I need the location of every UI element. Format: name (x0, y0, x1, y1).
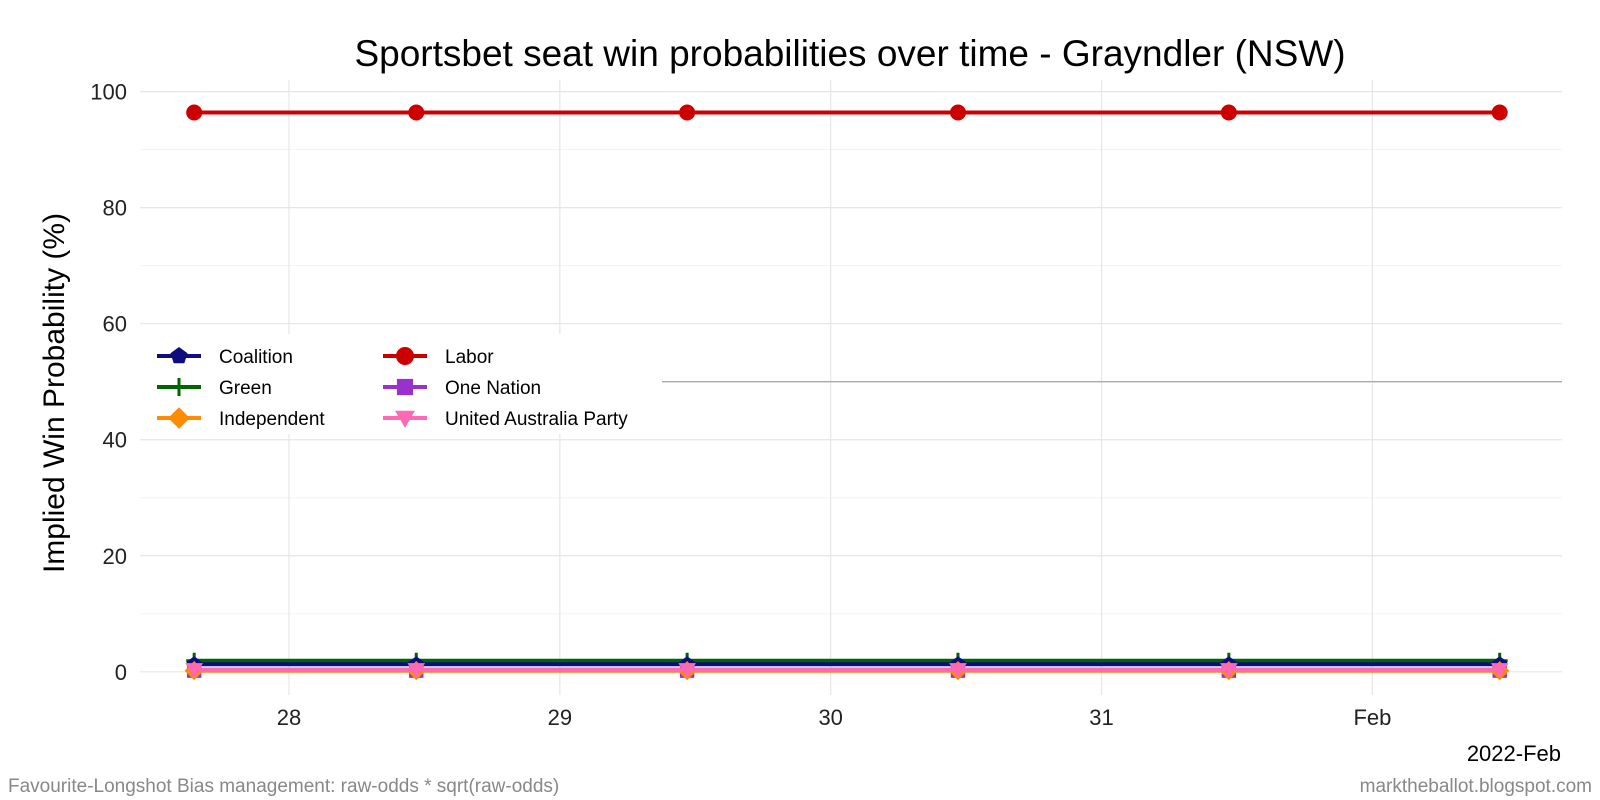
legend-item-green: Green (157, 378, 272, 399)
legend: Coalition Green Independent Labor One Nation… (140, 334, 662, 434)
x-period-label: 2022-Feb (1467, 741, 1561, 766)
data-point-labor (186, 104, 203, 121)
data-point-labor (679, 104, 696, 121)
x-tick-label: 28 (277, 705, 301, 730)
legend-label: Green (219, 378, 272, 399)
footer-right-site: marktheballot.blogspot.com (1360, 776, 1592, 797)
x-tick-labels: 28 29 30 31 Feb (277, 705, 1392, 730)
legend-item-independent: Independent (157, 407, 325, 430)
legend-key-marker (396, 378, 414, 396)
y-tick-labels: 0 20 40 60 80 100 (90, 80, 127, 685)
data-point-united-australia-party (185, 663, 203, 679)
legend-key-marker (170, 347, 188, 364)
data-point-labor (1491, 104, 1508, 121)
y-axis-title: Implied Win Probability (%) (38, 213, 71, 573)
legend-key-marker (395, 410, 415, 428)
y-tick-label: 80 (103, 196, 127, 221)
data-point-united-australia-party (949, 663, 967, 679)
x-tick-label: 29 (548, 705, 572, 730)
series-group (184, 104, 1510, 681)
y-tick-label: 0 (115, 660, 127, 685)
data-point-united-australia-party (1220, 663, 1238, 679)
footer-left-note: Favourite-Longshot Bias management: raw-… (8, 776, 559, 797)
y-tick-label: 40 (103, 428, 127, 453)
legend-key-marker (170, 378, 188, 396)
y-tick-label: 20 (103, 544, 127, 569)
y-tick-label: 60 (103, 312, 127, 337)
legend-item-labor: Labor (383, 347, 494, 368)
data-point-labor (949, 104, 966, 121)
data-point-united-australia-party (1490, 663, 1509, 679)
series-labor (186, 104, 1508, 121)
y-tick-label: 100 (90, 80, 127, 105)
legend-item-one-nation: One Nation (383, 378, 541, 399)
legend-key-marker (168, 407, 190, 429)
data-point-united-australia-party (678, 663, 696, 679)
legend-label: Independent (219, 409, 325, 430)
series-green (186, 652, 1508, 669)
x-tick-label: 31 (1089, 705, 1113, 730)
x-tick-label: 30 (818, 705, 842, 730)
legend-key-marker (396, 347, 414, 365)
data-point-labor (408, 104, 425, 121)
data-point-labor (1220, 104, 1237, 121)
data-point-united-australia-party (407, 663, 426, 679)
legend-label: Labor (445, 347, 494, 368)
x-tick-label: Feb (1353, 705, 1391, 730)
legend-label: United Australia Party (445, 409, 628, 430)
chart-title: Sportsbet seat win probabilities over ti… (354, 33, 1345, 74)
legend-item-united-australia-party: United Australia Party (383, 409, 628, 430)
legend-label: One Nation (445, 378, 541, 399)
series-united-australia-party (185, 663, 1509, 679)
legend-item-coalition: Coalition (157, 347, 293, 368)
legend-label: Coalition (219, 347, 293, 368)
